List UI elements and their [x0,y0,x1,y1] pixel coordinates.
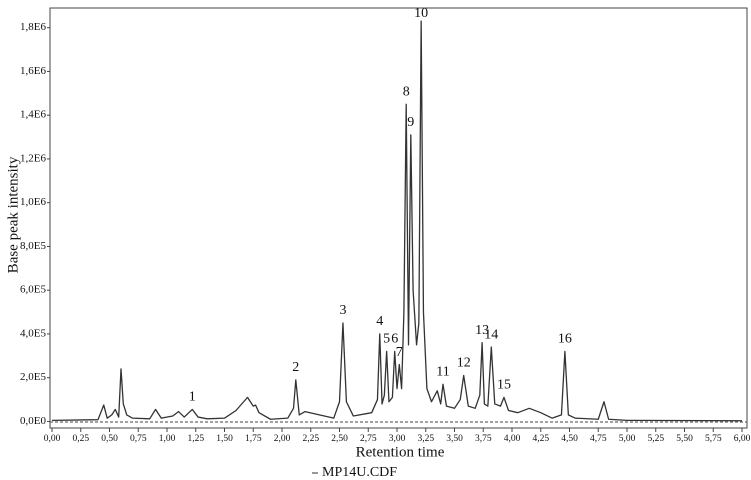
y-tick-label: 1,0E6 [20,196,46,208]
x-tick-label: 0,75 [130,434,147,444]
peak-label: 4 [376,314,383,329]
peak-label: 2 [292,360,299,375]
peak-label: 15 [497,378,511,393]
y-tick-label: 0,0E0 [20,415,46,427]
peak-label: 7 [396,345,403,360]
plot-frame [49,7,748,429]
peak-label: 13 [475,323,489,338]
y-tick-label: 2,0E5 [20,371,46,383]
x-tick-label: 3,00 [389,434,406,444]
x-tick-label: 3,75 [475,434,492,444]
x-tick-label: 4,25 [532,434,549,444]
x-tick-label: 5,50 [676,434,693,444]
x-tick-label: 5,25 [647,434,664,444]
y-tick-label: 1,8E6 [20,21,46,33]
x-tick-label: 4,50 [561,434,578,444]
peak-label: 1 [189,390,196,405]
peak-label: 3 [339,303,346,318]
x-tick-label: 2,25 [302,434,319,444]
x-tick-label: 1,00 [159,434,176,444]
x-tick-label: 0,00 [44,434,61,444]
peak-label: 10 [414,6,428,21]
peak-label: 16 [558,332,572,347]
peak-label: 9 [407,115,414,130]
series-line [51,20,743,422]
x-tick-label: 3,50 [446,434,463,444]
x-tick-label: 5,75 [705,434,722,444]
y-tick-label: 6,0E5 [20,284,46,296]
y-tick-label: 4,0E5 [20,327,46,339]
x-tick-label: 4,00 [504,434,521,444]
x-tick-label: 5,00 [619,434,636,444]
x-tick-label: 0,25 [72,434,89,444]
y-tick-label: 1,6E6 [20,65,46,77]
peak-label: 11 [436,364,449,379]
x-tick-label: 2,50 [331,434,348,444]
y-tick-label: 8,0E5 [20,240,46,252]
y-tick-label: 1,4E6 [20,109,46,121]
x-tick-label: 1,25 [187,434,204,444]
peak-label: 6 [391,332,398,347]
x-tick-label: 0,50 [101,434,118,444]
y-axis-title: Base peak intensity [5,156,21,273]
peak-label: 14 [484,327,498,342]
peak-label: 8 [403,84,410,99]
x-tick-label: 3,25 [417,434,434,444]
peak-label: 5 [383,332,390,347]
legend-label: MP14U.CDF [322,465,397,480]
x-tick-label: 4,75 [590,434,607,444]
y-tick-label: 1,2E6 [20,152,46,164]
peak-label: 12 [457,356,471,371]
x-tick-label: 1,50 [216,434,233,444]
x-axis-title: Retention time [356,444,445,460]
x-tick-label: 2,00 [274,434,291,444]
x-tick-label: 6,00 [734,434,751,444]
x-tick-label: 1,75 [245,434,262,444]
x-tick-label: 2,75 [360,434,377,444]
